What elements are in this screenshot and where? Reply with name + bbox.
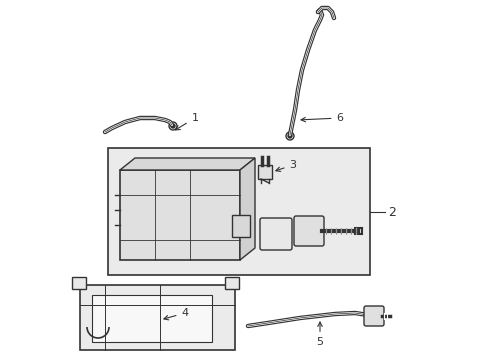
Bar [120,170,240,260]
Text: 1: 1 [175,113,198,130]
Text: 5: 5 [316,322,323,347]
Bar [92,295,212,342]
Circle shape [171,124,175,128]
Text: 2: 2 [387,206,395,219]
Bar [72,277,86,289]
Text: 6: 6 [301,113,343,123]
Text: 3: 3 [275,160,296,171]
Bar [224,277,239,289]
Text: 4: 4 [163,308,188,320]
Bar [231,215,249,237]
Bar [108,148,369,275]
FancyBboxPatch shape [293,216,324,246]
Polygon shape [240,158,254,260]
Polygon shape [120,158,254,170]
Bar [80,285,235,350]
Bar [258,165,271,179]
FancyBboxPatch shape [363,306,383,326]
FancyBboxPatch shape [260,218,291,250]
Circle shape [287,134,291,138]
